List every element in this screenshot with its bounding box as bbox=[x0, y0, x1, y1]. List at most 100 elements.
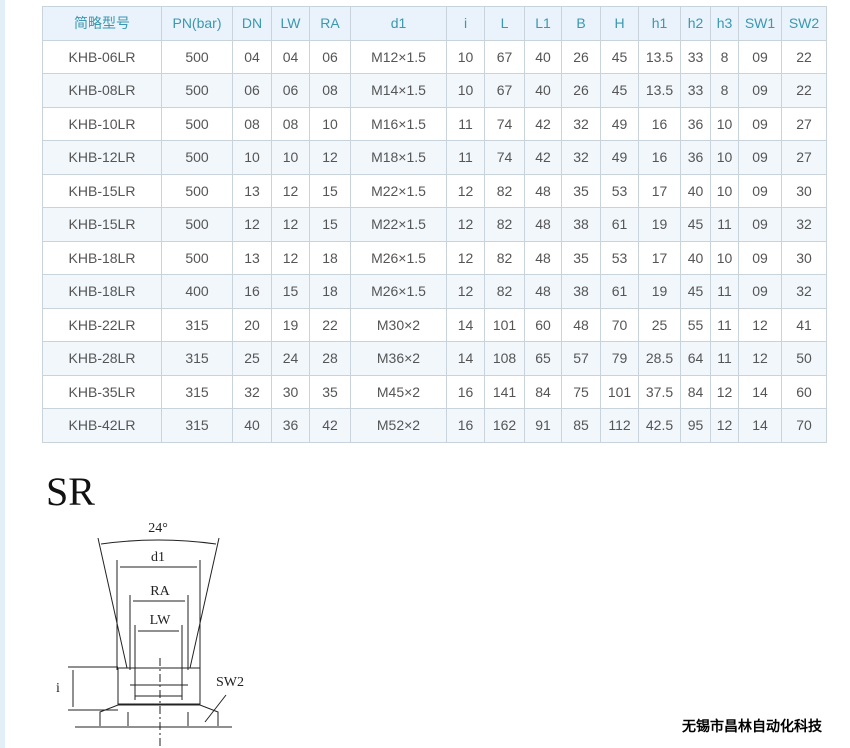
table-row: KHB-12LR 500 10 10 12 M18×1.5 11 74 42 32 49 16 36 10… bbox=[42, 140, 827, 175]
table-cell: 45 bbox=[680, 207, 711, 242]
table-cell: 79 bbox=[600, 341, 639, 376]
table-cell: 45 bbox=[600, 73, 639, 108]
table-cell: 09 bbox=[738, 106, 782, 141]
table-cell: 19 bbox=[271, 307, 310, 342]
company-name: 无锡市昌林自动化科技 bbox=[682, 718, 822, 734]
table-cell: M22×1.5 bbox=[350, 173, 447, 208]
table-cell: 18 bbox=[309, 240, 351, 275]
table-cell: 53 bbox=[600, 240, 639, 275]
table-cell: 14 bbox=[738, 374, 782, 409]
table-row: KHB-08LR 500 06 06 08 M14×1.5 10 67 40 26 45 13.5 33… bbox=[42, 73, 827, 108]
table-cell: 82 bbox=[484, 240, 525, 275]
table-cell: 11 bbox=[710, 207, 739, 242]
table-cell: 40 bbox=[680, 240, 711, 275]
table-cell: 10 bbox=[710, 140, 739, 175]
table-cell: 30 bbox=[781, 240, 827, 275]
table-cell: 06 bbox=[271, 73, 310, 108]
table-cell: 35 bbox=[561, 173, 601, 208]
table-cell: 11 bbox=[446, 140, 485, 175]
table-cell: M16×1.5 bbox=[350, 106, 447, 141]
fitting-diagram: 24° d1 RA LW i SW2 bbox=[56, 521, 244, 748]
table-cell: 22 bbox=[781, 73, 827, 108]
table-cell: 315 bbox=[161, 341, 233, 376]
column-header: RA bbox=[309, 6, 351, 41]
column-header: L bbox=[484, 6, 525, 41]
table-cell: 53 bbox=[600, 173, 639, 208]
table-cell: 19 bbox=[638, 207, 681, 242]
table-cell: 32 bbox=[561, 106, 601, 141]
table-cell: 11 bbox=[710, 274, 739, 309]
table-cell: M12×1.5 bbox=[350, 39, 447, 74]
table-cell: 74 bbox=[484, 140, 525, 175]
table-cell: 40 bbox=[232, 408, 272, 443]
table-cell: 32 bbox=[232, 374, 272, 409]
table-row: KHB-42LR 315 40 36 42 M52×2 16 162 91 85 112 42.5 95… bbox=[42, 408, 827, 443]
table-cell: 38 bbox=[561, 274, 601, 309]
column-header: PN(bar) bbox=[161, 6, 233, 41]
table-cell: 82 bbox=[484, 173, 525, 208]
table-cell: 12 bbox=[738, 341, 782, 376]
table-row: KHB-18LR 500 13 12 18 M26×1.5 12 82 48 35 53 17 40 10… bbox=[42, 240, 827, 275]
column-header: DN bbox=[232, 6, 272, 41]
table-cell: 13 bbox=[232, 173, 272, 208]
table-cell: 12 bbox=[738, 307, 782, 342]
table-cell: 315 bbox=[161, 374, 233, 409]
table-cell: 48 bbox=[524, 207, 562, 242]
table-cell: KHB-18LR bbox=[42, 274, 162, 309]
table-cell: 10 bbox=[309, 106, 351, 141]
table-cell: 48 bbox=[524, 173, 562, 208]
table-cell: KHB-22LR bbox=[42, 307, 162, 342]
table-cell: 11 bbox=[710, 341, 739, 376]
table-cell: 32 bbox=[781, 274, 827, 309]
table-cell: 09 bbox=[738, 140, 782, 175]
table-cell: 12 bbox=[710, 408, 739, 443]
table-row: KHB-18LR 400 16 15 18 M26×1.5 12 82 48 38 61 19 45 11… bbox=[42, 274, 827, 309]
table-cell: 8 bbox=[710, 39, 739, 74]
table-cell: 82 bbox=[484, 274, 525, 309]
table-cell: 06 bbox=[232, 73, 272, 108]
table-cell: M52×2 bbox=[350, 408, 447, 443]
table-cell: 08 bbox=[232, 106, 272, 141]
table-cell: KHB-28LR bbox=[42, 341, 162, 376]
table-cell: 500 bbox=[161, 106, 233, 141]
table-cell: 17 bbox=[638, 240, 681, 275]
table-cell: 36 bbox=[680, 106, 711, 141]
table-cell: 13.5 bbox=[638, 39, 681, 74]
table-cell: 11 bbox=[446, 106, 485, 141]
table-cell: 08 bbox=[309, 73, 351, 108]
table-cell: 84 bbox=[680, 374, 711, 409]
table-cell: 16 bbox=[232, 274, 272, 309]
column-header: LW bbox=[271, 6, 310, 41]
sw2-label: SW2 bbox=[216, 675, 244, 690]
column-header: L1 bbox=[524, 6, 562, 41]
table-cell: 28 bbox=[309, 341, 351, 376]
table-cell: 33 bbox=[680, 39, 711, 74]
table-cell: 20 bbox=[232, 307, 272, 342]
table-cell: 84 bbox=[524, 374, 562, 409]
table-cell: 35 bbox=[309, 374, 351, 409]
table-cell: 36 bbox=[680, 140, 711, 175]
table-cell: 500 bbox=[161, 207, 233, 242]
table-cell: 12 bbox=[232, 207, 272, 242]
table-cell: 12 bbox=[271, 240, 310, 275]
table-cell: 500 bbox=[161, 39, 233, 74]
table-cell: 10 bbox=[232, 140, 272, 175]
table-cell: 61 bbox=[600, 207, 639, 242]
table-cell: 141 bbox=[484, 374, 525, 409]
table-cell: 35 bbox=[561, 240, 601, 275]
table-cell: 101 bbox=[600, 374, 639, 409]
table-cell: 61 bbox=[600, 274, 639, 309]
table-cell: 11 bbox=[710, 307, 739, 342]
table-cell: 32 bbox=[561, 140, 601, 175]
table-cell: 33 bbox=[680, 73, 711, 108]
table-cell: 09 bbox=[738, 73, 782, 108]
table-cell: 12 bbox=[446, 207, 485, 242]
table-cell: 45 bbox=[600, 39, 639, 74]
table-cell: 55 bbox=[680, 307, 711, 342]
section-title: SR bbox=[46, 469, 95, 514]
table-cell: 22 bbox=[309, 307, 351, 342]
table-cell: 18 bbox=[309, 274, 351, 309]
table-row: KHB-28LR 315 25 24 28 M36×2 14 108 65 57 79 28.5 64 1… bbox=[42, 341, 827, 376]
table-cell: 41 bbox=[781, 307, 827, 342]
